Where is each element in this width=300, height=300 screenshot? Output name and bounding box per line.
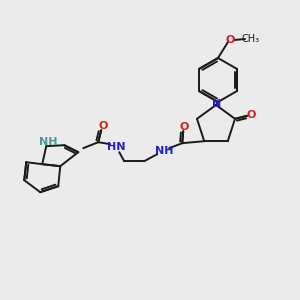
Text: HN: HN xyxy=(107,142,125,152)
Text: O: O xyxy=(225,35,235,45)
Text: NH: NH xyxy=(155,146,173,156)
Text: O: O xyxy=(99,121,108,131)
Text: O: O xyxy=(180,122,189,132)
Text: N: N xyxy=(212,99,222,109)
Text: NH: NH xyxy=(39,137,58,147)
Text: O: O xyxy=(246,110,256,120)
Text: CH₃: CH₃ xyxy=(242,34,260,44)
